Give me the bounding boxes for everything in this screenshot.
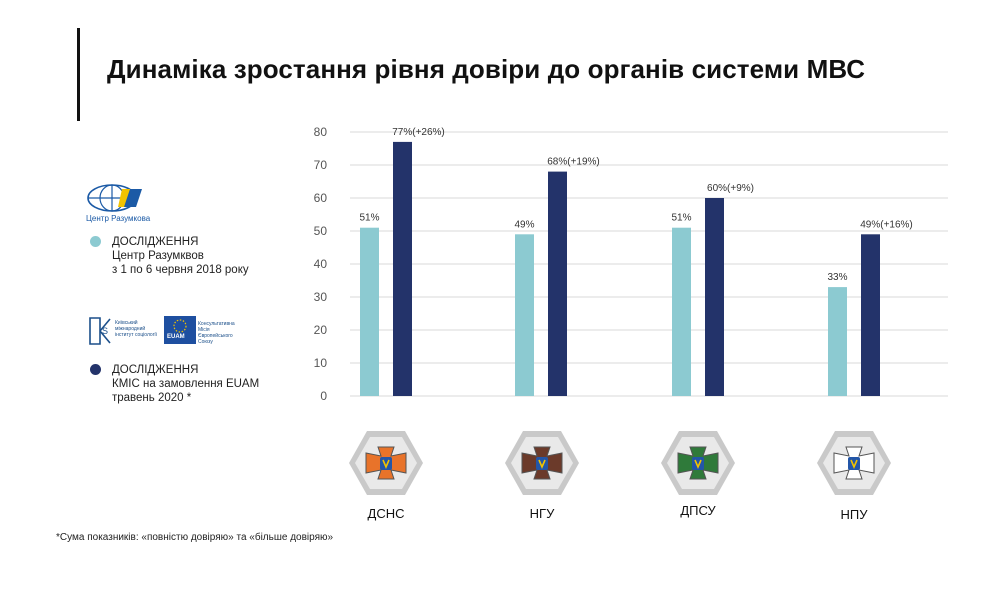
data-label: 77%(+26%) <box>392 127 445 138</box>
kmis-emblem-icon: S <box>89 317 111 345</box>
y-tick-label: 40 <box>314 257 328 271</box>
bar-2020 <box>705 198 724 396</box>
bar-2018 <box>828 287 847 396</box>
y-tick-label: 10 <box>314 356 328 370</box>
trust-bar-chart: 0 10 20 30 40 50 60 70 80 51% 77%(+26%) 49% 68%(+19%… <box>314 125 948 403</box>
y-tick-label: 60 <box>314 191 328 205</box>
data-label: 68%(+19%) <box>547 157 600 168</box>
bar-2020 <box>548 171 567 396</box>
euam-logo-caption: Консультативна Місія Європейського Союзу <box>198 321 235 345</box>
bar-2018 <box>672 227 691 396</box>
euam-logo-text: EUAM <box>167 334 185 340</box>
agency-label: ДПСУ <box>680 503 716 518</box>
razumkov-logo: Центр Разумкова <box>86 183 152 225</box>
legend-line: ДОСЛІДЖЕННЯ <box>112 364 199 376</box>
y-tick-label: 80 <box>314 125 328 139</box>
npu-emblem-icon <box>816 429 892 502</box>
y-tick-label: 0 <box>320 389 327 403</box>
data-label: 51% <box>359 213 379 224</box>
data-label: 51% <box>671 213 691 224</box>
legend-text-2020: ДОСЛІДЖЕННЯ КМІС на замовлення EUAM трав… <box>112 363 259 405</box>
page-title: Динаміка зростання рівня довіри до орган… <box>107 54 866 84</box>
data-label: 49% <box>514 219 534 230</box>
dpsu-emblem-icon <box>660 429 736 502</box>
euam-logo: EUAM Консультативна Місія Європейського … <box>164 316 242 348</box>
razumkov-logo-caption: Центр Разумкова <box>86 214 151 223</box>
y-tick-label: 70 <box>314 158 328 172</box>
y-tick-label: 50 <box>314 224 328 238</box>
agency-label: НПУ <box>840 507 868 522</box>
kmis-logo: S Київський міжнародний інститут соціоло… <box>88 316 163 348</box>
svg-text:S: S <box>102 326 108 336</box>
footnote: *Сума показників: «повністю довіряю» та … <box>56 532 334 543</box>
legend-line: ДОСЛІДЖЕННЯ <box>112 236 199 248</box>
bar-2020 <box>861 234 880 396</box>
eu-flag-icon <box>164 316 196 344</box>
data-label: 33% <box>827 272 847 283</box>
bar-2018 <box>360 227 379 396</box>
agency-label: НГУ <box>529 506 555 521</box>
kmis-logo-caption: Київський міжнародний інститут соціологі… <box>115 320 158 338</box>
legend-swatch-2020 <box>90 364 101 375</box>
legend-swatch-2018 <box>90 236 101 247</box>
globe-logo-icon <box>87 184 142 212</box>
y-tick-label: 20 <box>314 323 328 337</box>
legend-line: Центр Разумквов <box>112 250 204 262</box>
ngu-emblem-icon <box>504 429 580 502</box>
legend-line: травень 2020 * <box>112 392 192 404</box>
bar-2018 <box>515 234 534 396</box>
legend-text-2018: ДОСЛІДЖЕННЯ Центр Разумквов з 1 по 6 чер… <box>112 235 249 277</box>
data-label: 49%(+16%) <box>860 219 913 230</box>
legend-line: з 1 по 6 червня 2018 року <box>112 264 249 276</box>
dsns-emblem-icon <box>348 429 424 502</box>
bar-2020 <box>393 141 412 396</box>
legend-line: КМІС на замовлення EUAM <box>112 378 260 390</box>
title-accent-line <box>77 28 80 121</box>
agency-label: ДСНС <box>367 506 405 521</box>
y-tick-label: 30 <box>314 290 328 304</box>
data-label: 60%(+9%) <box>707 183 754 194</box>
